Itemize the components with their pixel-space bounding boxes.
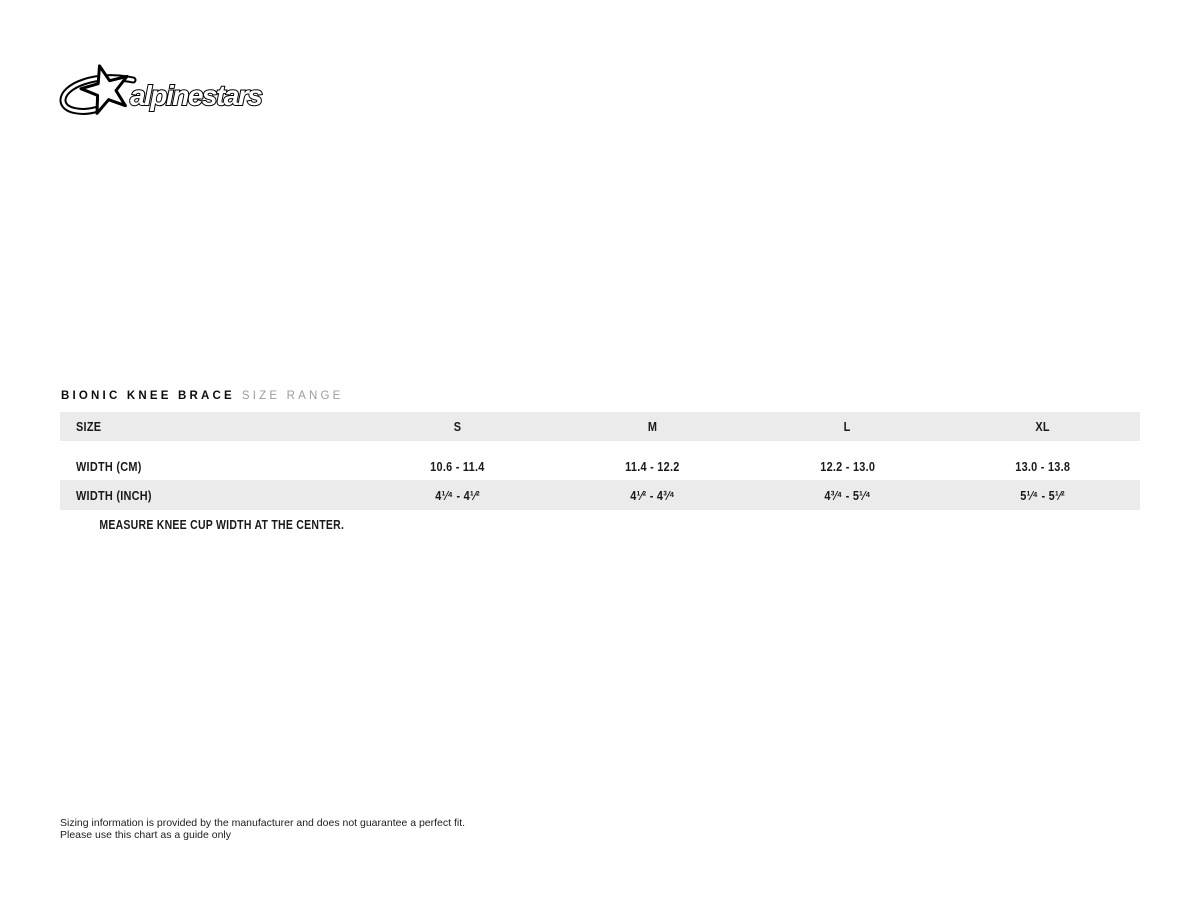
alpinestars-logo-graphic: alpinestars [59, 64, 265, 115]
header-size-label: SIZE [76, 419, 102, 434]
cell-cm-s: 10.6 - 11.4 [430, 458, 485, 474]
cell-inch-xl: 5¹⁄⁴ - 5¹⁄² [1020, 487, 1065, 503]
size-table-header-row: SIZE S M L XL [60, 412, 1140, 441]
header-col-xl: XL [1035, 419, 1050, 434]
disclaimer-line-2: Please use this chart as a guide only [60, 829, 232, 841]
header-col-l: L [844, 419, 851, 434]
alpinestars-logo: alpinestars [58, 64, 268, 124]
size-table: SIZE S M L XL WIDTH (CM) 10.6 - 11.4 11.… [60, 412, 1140, 510]
cell-cm-m: 11.4 - 12.2 [625, 458, 680, 474]
product-name: BIONIC KNEE BRACE [61, 390, 235, 402]
cell-cm-xl: 13.0 - 13.8 [1015, 458, 1070, 474]
table-spacer [60, 441, 1140, 452]
disclaimer-line-1: Sizing information is provided by the ma… [60, 817, 466, 829]
row-label: WIDTH (INCH) [76, 487, 152, 503]
alpinestars-wordmark: alpinestars [130, 80, 262, 111]
alpinestars-star-icon [79, 64, 129, 115]
cell-cm-l: 12.2 - 13.0 [820, 458, 875, 474]
header-col-m: M [647, 419, 658, 434]
title-suffix: SIZE RANGE [241, 390, 344, 402]
table-row-width-inch: WIDTH (INCH) 4¹⁄⁴ - 4¹⁄² 4¹⁄² - 4³⁄⁴ 4³⁄… [60, 480, 1140, 510]
header-col-s: S [453, 419, 462, 434]
page-title: BIONIC KNEE BRACE SIZE RANGE [61, 386, 344, 404]
measure-note: MEASURE KNEE CUP WIDTH AT THE CENTER. [99, 518, 345, 532]
cell-inch-m: 4¹⁄² - 4³⁄⁴ [630, 487, 675, 503]
cell-inch-l: 4³⁄⁴ - 5¹⁄⁴ [824, 487, 871, 503]
row-label: WIDTH (CM) [76, 458, 142, 474]
table-row-width-cm: WIDTH (CM) 10.6 - 11.4 11.4 - 12.2 12.2 … [60, 452, 1140, 480]
cell-inch-s: 4¹⁄⁴ - 4¹⁄² [435, 487, 480, 503]
disclaimer: Sizing information is provided by the ma… [60, 817, 465, 841]
